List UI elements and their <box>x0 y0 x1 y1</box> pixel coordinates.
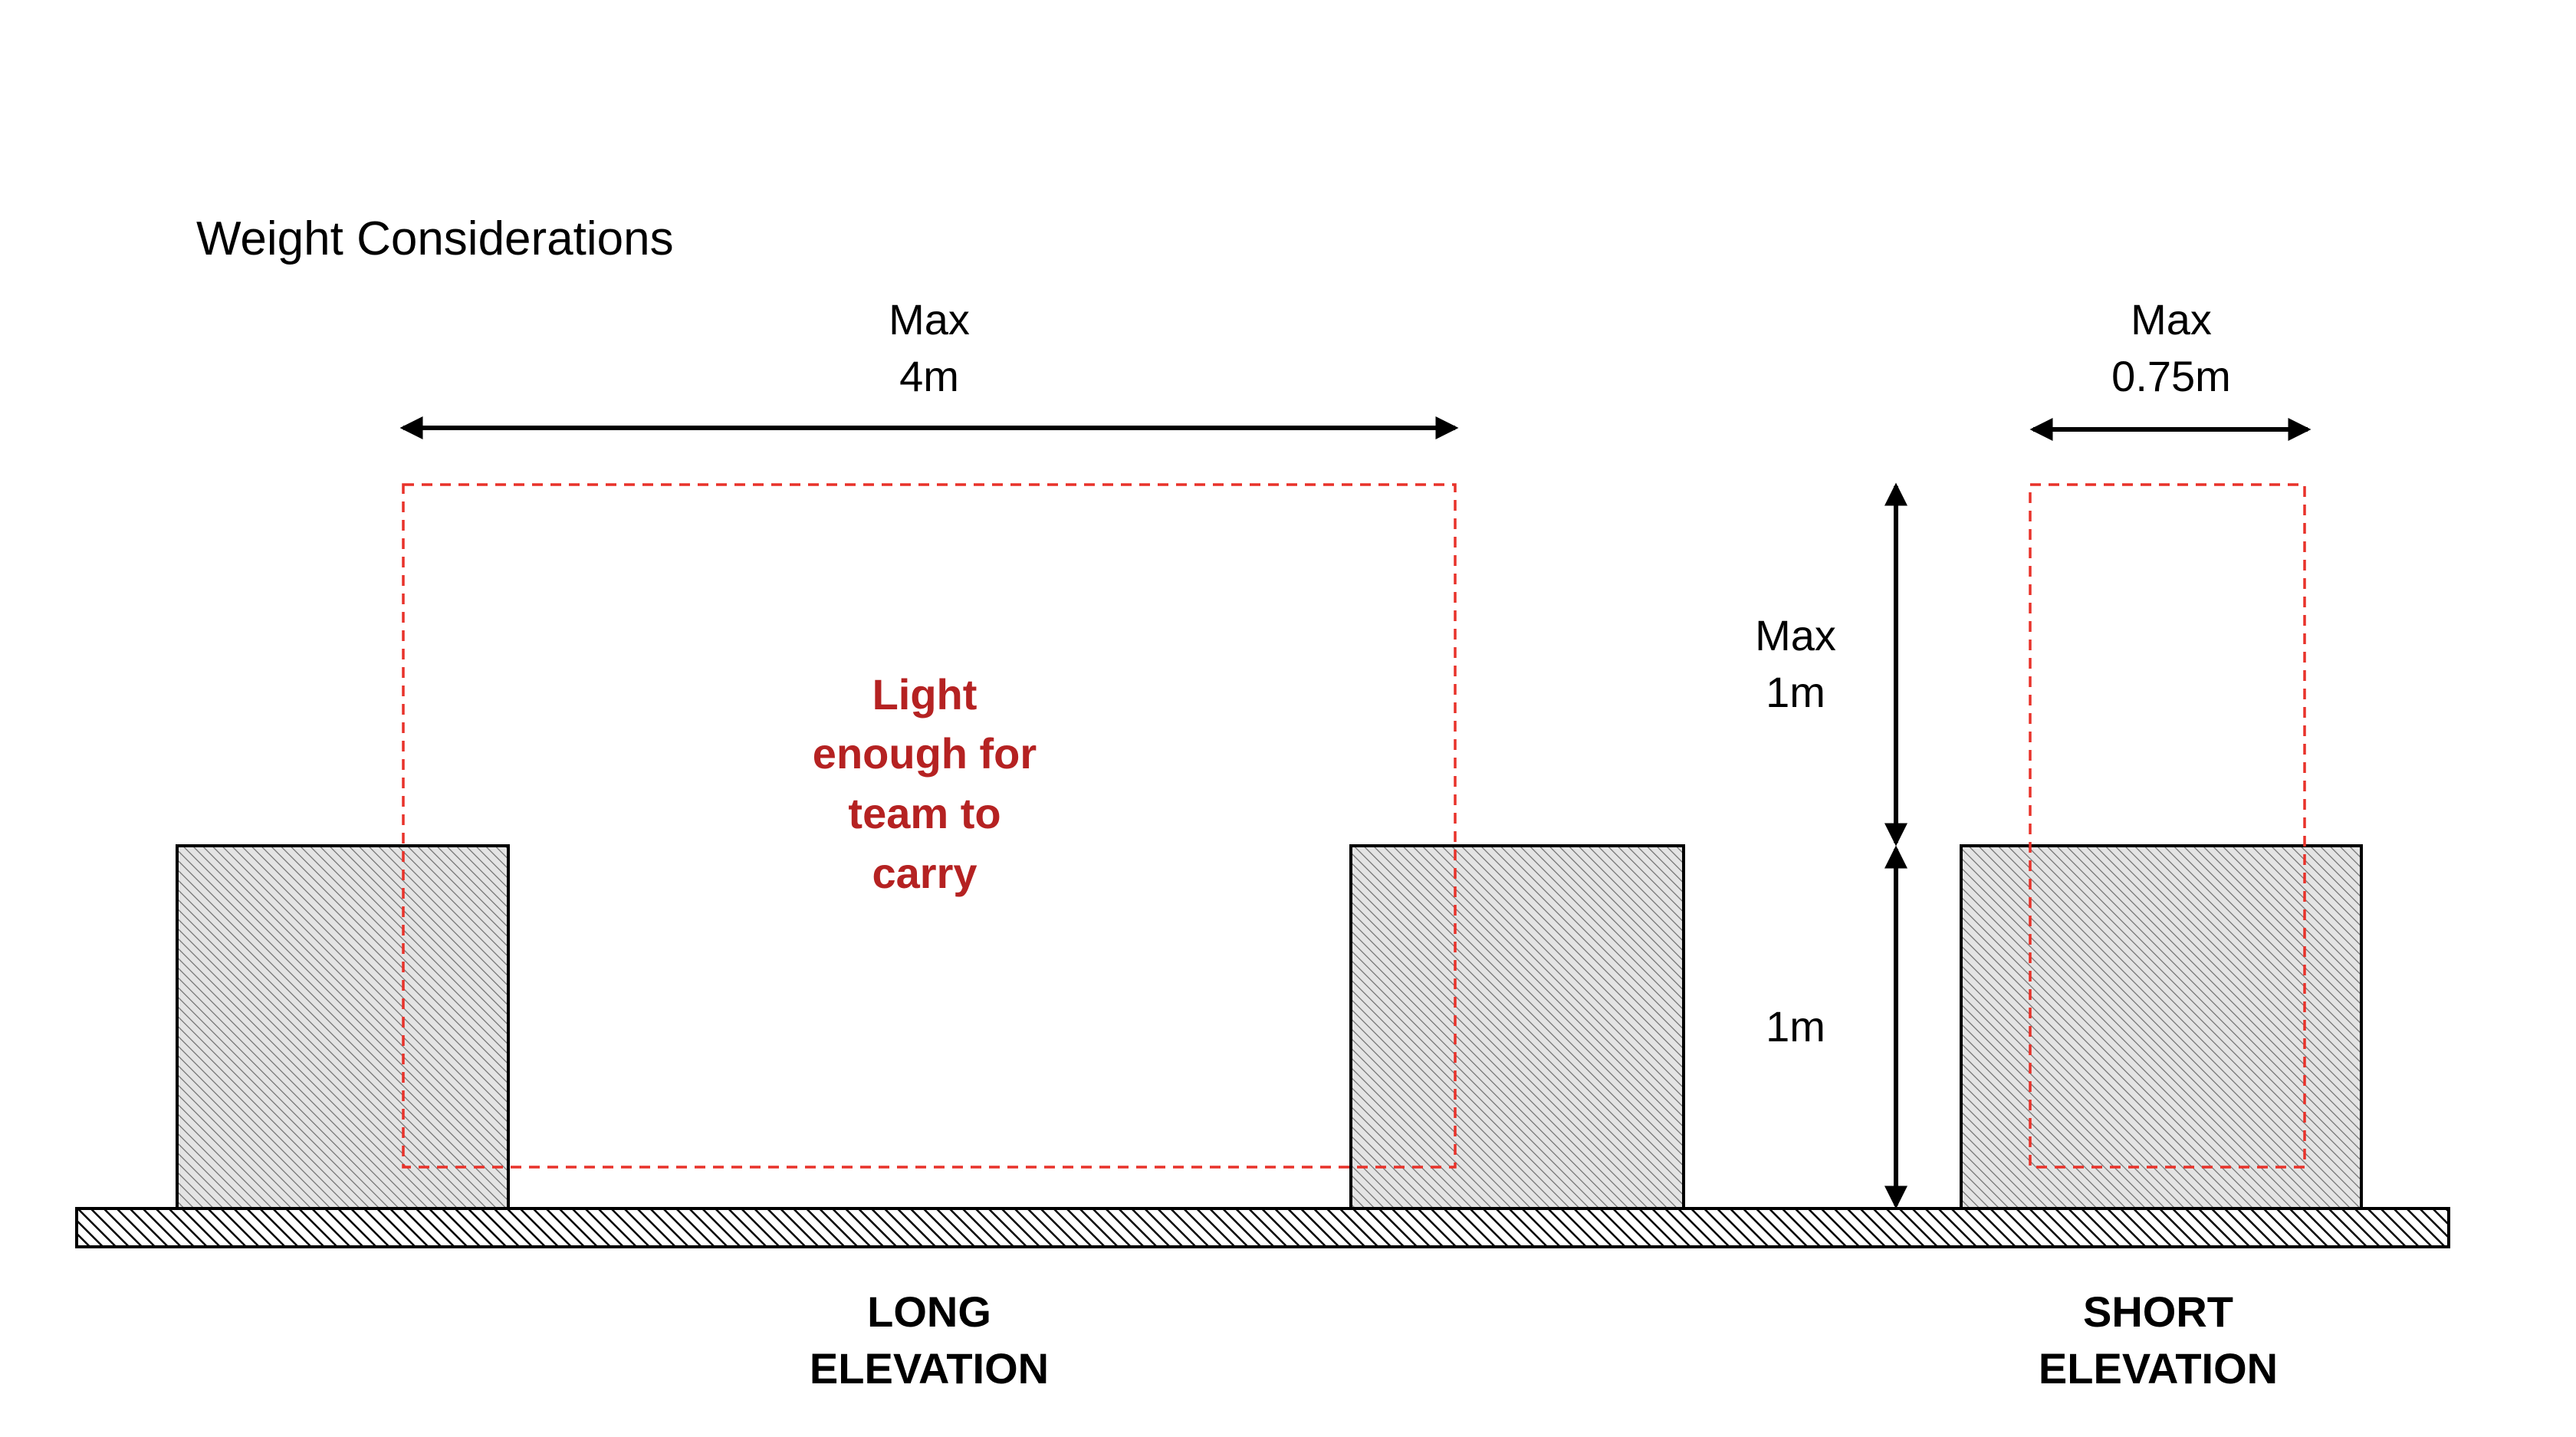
max-height-label-line2: 1m <box>1766 668 1825 716</box>
depth-dimension-label-line1: Max <box>2131 295 2212 344</box>
carry-weight-note-line1: Light <box>872 670 978 718</box>
long-elevation-max-envelope <box>402 483 1457 1169</box>
short-elevation-max-envelope <box>2029 483 2306 1169</box>
carry-weight-note-line3: team to <box>848 789 1001 837</box>
depth-dimension-label-line2: 0.75m <box>2111 352 2231 400</box>
support-height-label: 1m <box>1766 1002 1825 1051</box>
max-height-label-line1: Max <box>1755 611 1836 659</box>
long-elevation-caption-line2: ELEVATION <box>810 1344 1049 1393</box>
ground-slab <box>75 1207 2450 1248</box>
diagram-title: Weight Considerations <box>196 212 674 265</box>
width-dimension-label-line1: Max <box>889 295 970 344</box>
long-elevation-right-support <box>1349 844 1685 1210</box>
carry-weight-note-line2: enough for <box>813 729 1037 778</box>
long-elevation-left-support <box>176 844 510 1210</box>
short-elevation-caption-line1: SHORT <box>2083 1287 2233 1336</box>
short-elevation-support <box>1960 844 2363 1210</box>
short-elevation-caption-line2: ELEVATION <box>2039 1344 2278 1393</box>
long-elevation-caption-line1: LONG <box>867 1287 991 1336</box>
carry-weight-note-line4: carry <box>872 849 977 897</box>
width-dimension-label-line2: 4m <box>899 352 959 400</box>
